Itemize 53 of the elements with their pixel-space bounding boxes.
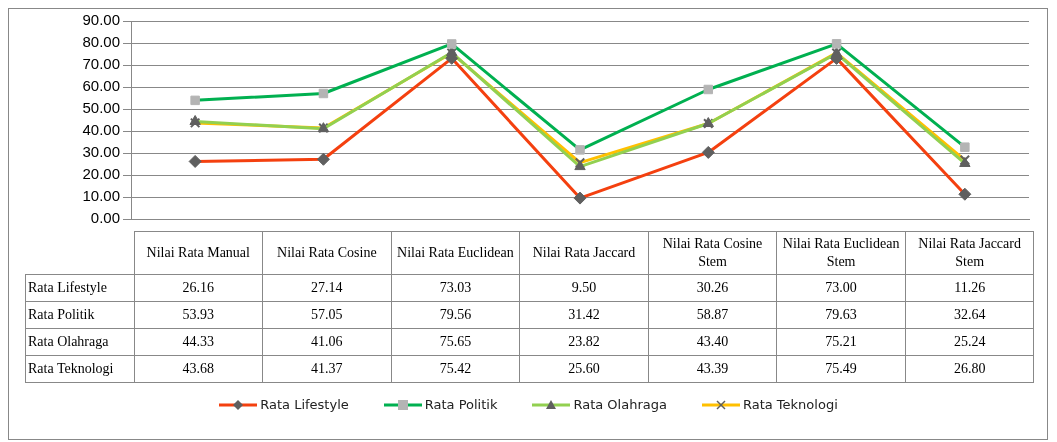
x-tick-label: Nilai Rata Cosine Stem xyxy=(648,231,777,275)
data-label: 53.93 xyxy=(134,301,263,329)
data-label: 43.39 xyxy=(648,355,777,383)
y-tick-label: 60.00 xyxy=(82,77,120,95)
data-label: 75.21 xyxy=(776,328,906,356)
x-tick-label: Nilai Rata Cosine xyxy=(262,231,392,275)
data-label: 26.80 xyxy=(905,355,1034,383)
data-label: 25.60 xyxy=(519,355,649,383)
data-label: 43.68 xyxy=(134,355,263,383)
data-label: 73.03 xyxy=(391,274,520,302)
data-label: 79.56 xyxy=(391,301,520,329)
legend-label: Rata Olahraga xyxy=(573,397,667,412)
data-label: 75.49 xyxy=(776,355,906,383)
text: Rata Teknologi xyxy=(28,361,114,376)
data-label: 23.82 xyxy=(519,328,649,356)
x-tick-label: Nilai Rata Manual xyxy=(134,231,263,275)
data-label: 41.06 xyxy=(262,328,392,356)
legend-label: Rata Teknologi xyxy=(742,397,838,412)
data-label: 57.05 xyxy=(262,301,392,329)
data-label: 32.64 xyxy=(905,301,1034,329)
legend-label: Rata Politik xyxy=(424,397,498,412)
data-label: 41.37 xyxy=(262,355,392,383)
data-label: 58.87 xyxy=(648,301,777,329)
y-tick-label: 0.00 xyxy=(90,209,120,227)
data-label: 30.26 xyxy=(648,274,777,302)
y-tick-label: 80.00 xyxy=(82,33,120,51)
data-label: 11.26 xyxy=(905,274,1034,302)
x-tick-label: Nilai Rata Jaccard Stem xyxy=(905,231,1034,275)
data-label: 75.65 xyxy=(391,328,520,356)
y-tick-label: 50.00 xyxy=(82,99,120,117)
y-tick-label: 10.00 xyxy=(82,187,120,205)
y-tick-label: 20.00 xyxy=(82,165,120,183)
x-tick-label: Nilai Rata Jaccard xyxy=(519,231,649,275)
data-label: 79.63 xyxy=(776,301,906,329)
data-label: 26.16 xyxy=(134,274,263,302)
y-tick-label: 40.00 xyxy=(82,121,120,139)
data-label: 75.42 xyxy=(391,355,520,383)
text: Rata Olahraga xyxy=(28,334,109,349)
y-tick-label: 70.00 xyxy=(82,55,120,73)
data-label: 25.24 xyxy=(905,328,1034,356)
data-label: 31.42 xyxy=(519,301,649,329)
text: Rata Lifestyle xyxy=(28,280,107,295)
data-label: 43.40 xyxy=(648,328,777,356)
x-tick-label: Nilai Rata Euclidean xyxy=(391,231,520,275)
y-tick-label: 90.00 xyxy=(82,11,120,29)
data-label: 9.50 xyxy=(519,274,649,302)
data-label: 27.14 xyxy=(262,274,392,302)
data-label: 73.00 xyxy=(776,274,906,302)
text: Rata Politik xyxy=(28,307,95,322)
y-tick-label: 30.00 xyxy=(82,143,120,161)
data-label: 44.33 xyxy=(134,328,263,356)
legend-label: Rata Lifestyle xyxy=(260,397,349,412)
x-tick-label: Nilai Rata Euclidean Stem xyxy=(776,231,906,275)
